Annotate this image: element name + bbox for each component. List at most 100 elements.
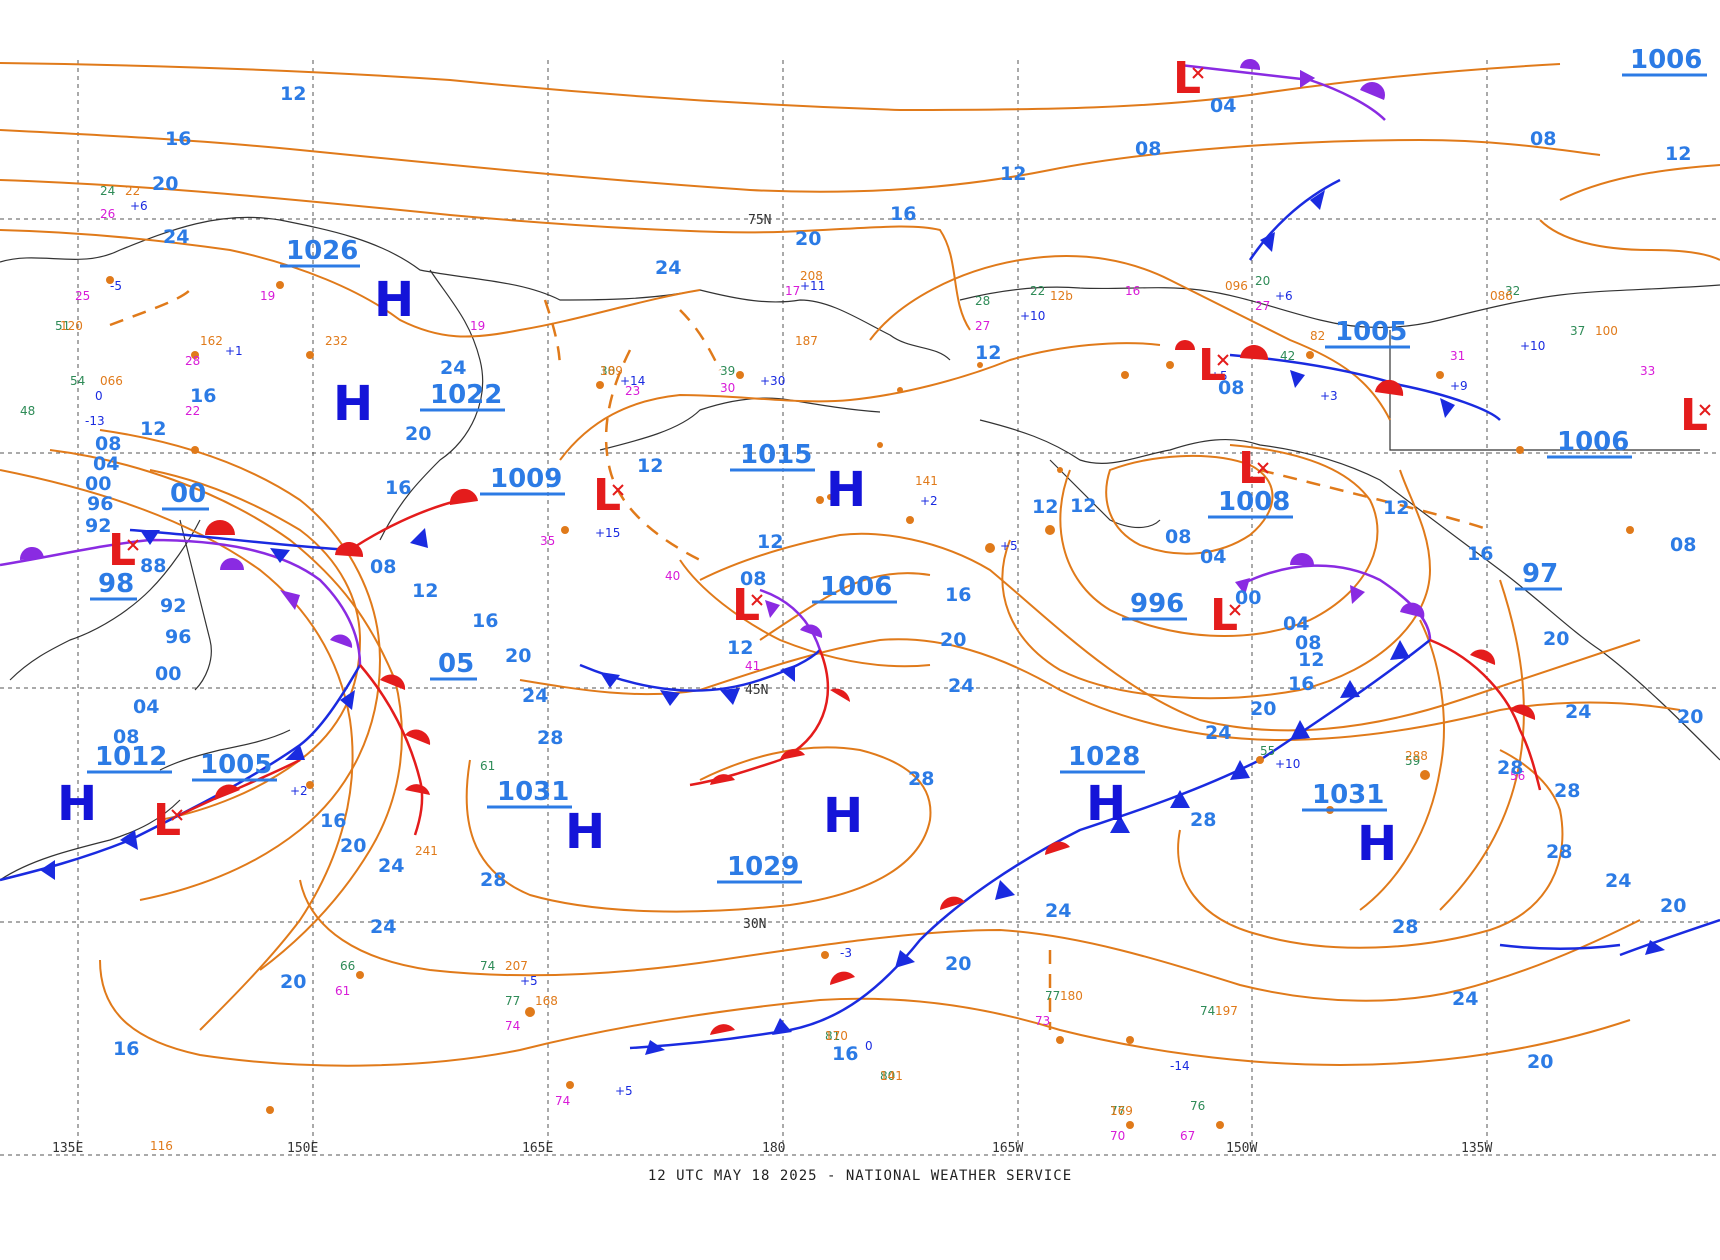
svg-text:096: 096: [1225, 279, 1248, 293]
svg-text:28: 28: [1546, 841, 1572, 863]
svg-text:100: 100: [1595, 324, 1618, 338]
troughs: [109, 289, 1491, 1030]
svg-text:12: 12: [1070, 495, 1096, 517]
surface-analysis-map: 24 51 54 48 30 39 28 22 20 42 32 37 55 59 61 66 74 7…: [0, 45, 1720, 1156]
svg-text:197: 197: [1215, 1004, 1238, 1018]
svg-text:08: 08: [1530, 128, 1556, 150]
svg-text:12: 12: [280, 83, 306, 105]
svg-text:77: 77: [1110, 1104, 1125, 1118]
svg-text:12: 12: [1032, 496, 1058, 518]
svg-text:+15: +15: [595, 526, 620, 540]
svg-text:20: 20: [405, 423, 431, 445]
lat-label: 75N: [748, 213, 771, 228]
lat-label: 45N: [745, 683, 768, 698]
svg-text:L: L: [593, 470, 621, 521]
svg-text:31: 31: [1450, 349, 1465, 363]
svg-text:187: 187: [795, 334, 818, 348]
svg-text:170: 170: [825, 1029, 848, 1043]
svg-text:+5: +5: [520, 974, 538, 988]
svg-text:61: 61: [480, 759, 495, 773]
svg-text:23: 23: [625, 384, 640, 398]
pressure-labels: 1026 1022 1009 1015 1006 1005 1008 996 1…: [87, 45, 1707, 884]
svg-text:28: 28: [1497, 757, 1523, 779]
svg-text:066: 066: [100, 374, 123, 388]
svg-text:08: 08: [1295, 632, 1321, 654]
occluded-front-west: [0, 538, 362, 666]
svg-text:08: 08: [1165, 526, 1191, 548]
svg-text:141: 141: [880, 1069, 903, 1083]
svg-text:H: H: [823, 788, 863, 844]
svg-text:20: 20: [1660, 895, 1686, 917]
svg-text:1005: 1005: [1335, 317, 1407, 347]
svg-text:56: 56: [1510, 769, 1525, 783]
svg-text:H: H: [333, 376, 373, 432]
longitude-labels: 135E 150E 165E 180 165W 150W 135W: [52, 1141, 1492, 1156]
svg-text:04: 04: [1200, 546, 1226, 568]
svg-text:-3: -3: [840, 946, 852, 960]
svg-text:08: 08: [370, 556, 396, 578]
svg-text:24: 24: [378, 855, 404, 877]
svg-text:+5: +5: [1000, 539, 1018, 553]
svg-text:33: 33: [1640, 364, 1655, 378]
svg-text:22: 22: [1030, 284, 1045, 298]
svg-text:24: 24: [100, 184, 115, 198]
svg-text:16: 16: [832, 1043, 858, 1065]
svg-text:08: 08: [1135, 138, 1161, 160]
svg-text:288: 288: [1405, 749, 1428, 763]
svg-text:24: 24: [948, 675, 974, 697]
svg-text:39: 39: [720, 364, 735, 378]
svg-text:96: 96: [87, 493, 113, 515]
svg-text:16: 16: [1125, 284, 1140, 298]
lon-label: 150W: [1226, 1141, 1257, 1156]
occluded-front-gulf: [1239, 564, 1432, 641]
svg-text:1006: 1006: [820, 572, 892, 602]
svg-text:54: 54: [70, 374, 85, 388]
svg-text:76: 76: [1190, 1099, 1205, 1113]
lon-label: 165E: [522, 1141, 553, 1156]
svg-text:22: 22: [125, 184, 140, 198]
svg-text:32: 32: [1505, 284, 1520, 298]
svg-text:19: 19: [260, 289, 275, 303]
front-symbols: [19, 58, 1665, 1055]
svg-text:24: 24: [1605, 870, 1631, 892]
lon-label: 165W: [992, 1141, 1023, 1156]
svg-text:H: H: [374, 272, 414, 328]
svg-text:24: 24: [1565, 701, 1591, 723]
low-symbols: LLL L LL LLL: [108, 53, 1708, 846]
svg-text:74: 74: [1200, 1004, 1215, 1018]
svg-text:12: 12: [1383, 497, 1409, 519]
svg-text:H: H: [1086, 776, 1126, 832]
svg-text:24: 24: [370, 916, 396, 938]
svg-text:05: 05: [438, 649, 474, 679]
svg-text:16: 16: [945, 584, 971, 606]
svg-text:+3: +3: [1320, 389, 1338, 403]
svg-text:-14: -14: [1170, 1059, 1190, 1073]
svg-text:27: 27: [975, 319, 990, 333]
svg-text:-13: -13: [85, 414, 105, 428]
svg-text:16: 16: [472, 610, 498, 632]
svg-text:28: 28: [1392, 916, 1418, 938]
svg-text:04: 04: [1210, 95, 1236, 117]
svg-text:19: 19: [470, 319, 485, 333]
svg-text:74: 74: [480, 959, 495, 973]
svg-text:16: 16: [1288, 673, 1314, 695]
svg-text:24: 24: [655, 257, 681, 279]
svg-text:26: 26: [100, 207, 115, 221]
svg-text:30: 30: [720, 381, 735, 395]
svg-text:+10: +10: [1275, 757, 1300, 771]
svg-text:55: 55: [1260, 744, 1275, 758]
svg-text:92: 92: [85, 515, 111, 537]
svg-text:59: 59: [1405, 754, 1420, 768]
svg-text:L: L: [1173, 53, 1201, 104]
svg-text:20: 20: [1543, 628, 1569, 650]
svg-text:1008: 1008: [1218, 487, 1290, 517]
lon-label: 180: [762, 1141, 785, 1156]
svg-text:28: 28: [1190, 809, 1216, 831]
svg-text:67: 67: [1180, 1129, 1195, 1143]
svg-text:96: 96: [165, 626, 191, 648]
svg-text:086: 086: [1490, 289, 1513, 303]
svg-text:00: 00: [1235, 587, 1261, 609]
svg-text:L: L: [732, 580, 760, 631]
svg-text:20: 20: [280, 971, 306, 993]
